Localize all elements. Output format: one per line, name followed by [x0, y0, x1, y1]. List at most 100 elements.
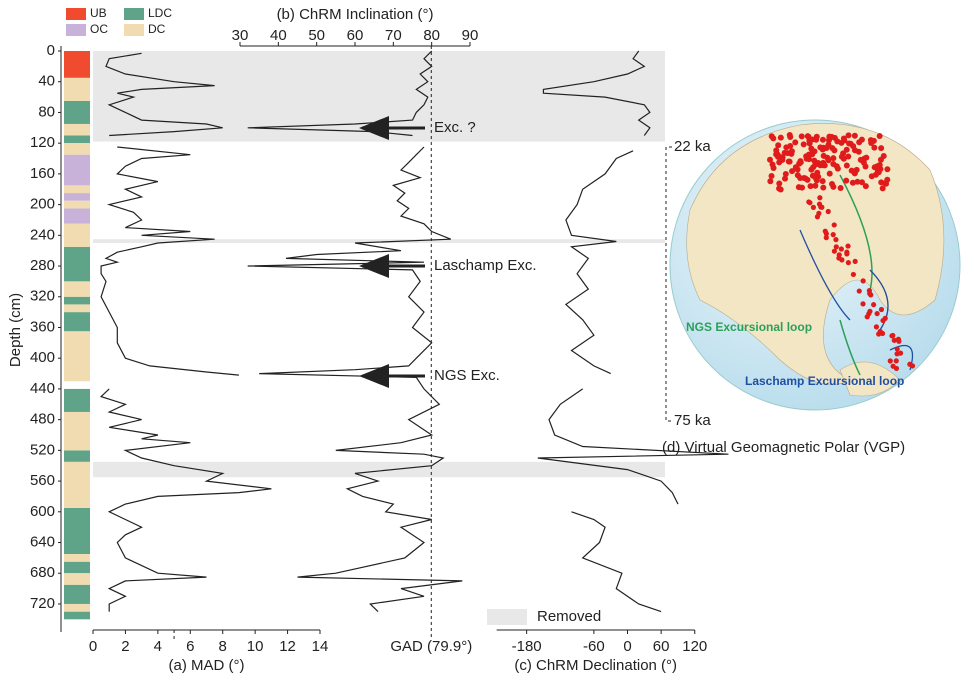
vgp-dot: [884, 166, 891, 173]
vgp-dot: [866, 311, 872, 317]
age-label: 22 ka: [674, 138, 711, 155]
legend-label: UB: [90, 6, 107, 20]
x-tick-label: 4: [154, 638, 162, 655]
x-tick-label: 80: [423, 27, 440, 44]
strat-unit: [64, 77, 90, 101]
vgp-dot: [803, 153, 810, 160]
vgp-dot: [838, 246, 844, 252]
strat-unit: [64, 312, 90, 332]
vgp-dot: [833, 237, 839, 243]
vgp-dot: [767, 178, 774, 185]
vgp-dot: [795, 184, 802, 191]
y-tick-label: 120: [30, 134, 55, 151]
vgp-dot: [814, 169, 821, 176]
profile-line: [537, 50, 729, 613]
strat-unit: [64, 200, 90, 209]
vgp-dot: [829, 145, 836, 152]
vgp-dot: [779, 156, 786, 163]
vgp-dot: [775, 142, 782, 149]
vgp-dot: [850, 143, 857, 150]
vgp-dot: [893, 358, 899, 364]
x-tick-label: 10: [247, 638, 264, 655]
loop-label: NGS Excursional loop: [686, 320, 812, 334]
y-tick-label: 680: [30, 564, 55, 581]
vgp-dot: [830, 232, 836, 238]
vgp-dot: [831, 222, 837, 228]
vgp-dot: [862, 163, 869, 170]
x-tick-label: 12: [279, 638, 296, 655]
vgp-dot: [823, 235, 829, 241]
vgp-dot: [838, 139, 845, 146]
vgp-dot: [819, 136, 826, 143]
x-tick-label: 8: [219, 638, 227, 655]
strat-unit: [64, 507, 90, 555]
strat-unit: [64, 561, 90, 574]
vgp-dot: [878, 306, 885, 313]
vgp-dot: [819, 178, 826, 185]
y-tick-label: 520: [30, 441, 55, 458]
globe: [669, 119, 961, 411]
reference-label: GAD (79.9°): [390, 638, 472, 655]
vgp-dot: [840, 135, 847, 142]
legend-label: OC: [90, 22, 108, 36]
vgp-dot: [861, 155, 868, 162]
x-axis-label: (a) MAD (°): [169, 657, 245, 674]
x-tick-label: 70: [385, 27, 402, 44]
x-tick-label: 90: [462, 27, 479, 44]
x-tick-label: -180: [512, 638, 542, 655]
vgp-dot: [826, 133, 833, 140]
vgp-dot: [777, 134, 784, 141]
vgp-dot: [817, 144, 824, 151]
vgp-title: (d) Virtual Geomagnetic Polar (VGP): [662, 439, 905, 456]
vgp-dot: [858, 136, 865, 143]
vgp-dot: [849, 179, 856, 186]
x-tick-label: 0: [89, 638, 97, 655]
vgp-dot: [828, 180, 835, 187]
vgp-dot: [897, 350, 904, 356]
y-axis-label: Depth (cm): [7, 293, 24, 367]
vgp-dot: [867, 290, 873, 297]
annotation: Exc. ?: [434, 119, 476, 136]
vgp-dot: [871, 302, 877, 308]
legend-label: DC: [148, 22, 166, 36]
vgp-dot: [813, 175, 820, 182]
strat-unit: [64, 611, 90, 620]
vgp-dot: [878, 145, 885, 152]
y-tick-label: 40: [38, 73, 55, 90]
annotation: NGS Exc.: [434, 367, 500, 384]
strat-unit: [64, 573, 90, 585]
vgp-dot: [845, 153, 852, 160]
vgp-dot: [833, 244, 839, 250]
y-tick-label: 440: [30, 380, 55, 397]
vgp-dot: [806, 199, 812, 205]
vgp-dot: [770, 165, 777, 172]
strat-unit: [64, 185, 90, 194]
vgp-dot: [820, 162, 827, 169]
vgp-dot: [840, 155, 847, 162]
strat-unit: [64, 246, 90, 282]
vgp-dot: [856, 288, 862, 294]
y-tick-label: 560: [30, 472, 55, 489]
strat-unit: [64, 223, 90, 247]
vgp-dot: [805, 133, 812, 140]
strat-unit: [64, 411, 90, 451]
vgp-dot: [792, 164, 799, 171]
strat-unit: [64, 461, 90, 508]
vgp-dot: [823, 231, 829, 237]
vgp-dot: [819, 204, 825, 210]
vgp-dot: [854, 178, 861, 185]
vgp-dot: [890, 363, 896, 369]
vgp-dot: [843, 177, 850, 184]
y-tick-label: 280: [30, 257, 55, 274]
y-tick-label: 0: [47, 42, 55, 59]
vgp-dot: [812, 182, 819, 189]
strat-unit: [64, 450, 90, 462]
x-tick-label: 60: [347, 27, 364, 44]
strat-unit: [64, 143, 90, 155]
vgp-dot: [860, 278, 866, 284]
vgp-dot: [811, 148, 818, 155]
vgp-dot: [877, 156, 884, 163]
legend-swatch: [124, 24, 144, 36]
strat-unit: [64, 331, 90, 382]
